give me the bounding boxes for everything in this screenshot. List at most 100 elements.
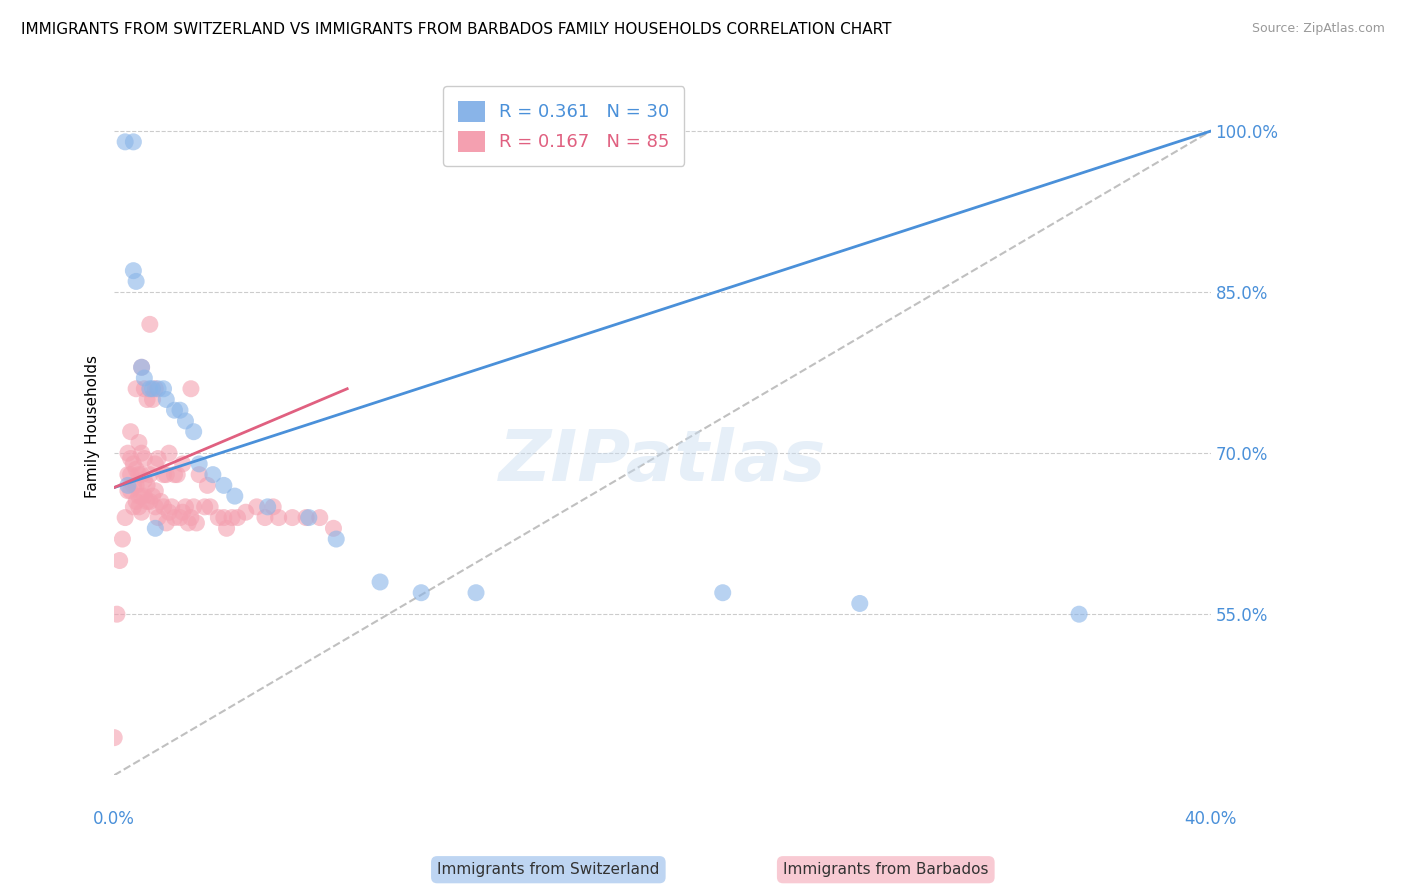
Point: [180, 510, 202, 524]
Point: [368, 574, 391, 589]
Point: [186, 516, 208, 530]
Point: [711, 585, 734, 599]
Point: [134, 451, 156, 466]
Legend: R = 0.361   N = 30, R = 0.167   N = 85: R = 0.361 N = 30, R = 0.167 N = 85: [443, 87, 685, 166]
Text: 0.0%: 0.0%: [93, 810, 135, 828]
Point: [152, 382, 174, 396]
Point: [325, 532, 347, 546]
Point: [125, 382, 148, 396]
Point: [146, 451, 169, 466]
Point: [122, 500, 145, 514]
Point: [134, 382, 156, 396]
Point: [160, 500, 183, 514]
Point: [197, 478, 219, 492]
Point: [169, 510, 191, 524]
Point: [134, 489, 156, 503]
Point: [142, 392, 165, 407]
Point: [136, 392, 159, 407]
Y-axis label: Family Households: Family Households: [86, 355, 100, 498]
Text: Immigrants from Switzerland: Immigrants from Switzerland: [437, 863, 659, 877]
Point: [131, 360, 153, 375]
Point: [131, 505, 153, 519]
Point: [174, 500, 197, 514]
Point: [117, 478, 139, 492]
Point: [155, 467, 177, 482]
Point: [128, 435, 150, 450]
Point: [246, 500, 269, 514]
Point: [122, 263, 145, 277]
Point: [183, 500, 205, 514]
Point: [172, 457, 194, 471]
Point: [143, 521, 166, 535]
Point: [262, 500, 284, 514]
Point: [207, 510, 229, 524]
Point: [120, 425, 142, 439]
Point: [183, 425, 205, 439]
Point: [114, 135, 136, 149]
Point: [295, 510, 318, 524]
Point: [177, 516, 200, 530]
Point: [235, 505, 257, 519]
Point: [143, 483, 166, 498]
Text: Source: ZipAtlas.com: Source: ZipAtlas.com: [1251, 22, 1385, 36]
Point: [128, 500, 150, 514]
Point: [139, 382, 162, 396]
Point: [105, 607, 128, 622]
Point: [188, 467, 211, 482]
Point: [142, 489, 165, 503]
Point: [125, 494, 148, 508]
Point: [157, 446, 180, 460]
Point: [134, 473, 156, 487]
Point: [139, 467, 162, 482]
Point: [103, 731, 125, 745]
Point: [322, 521, 344, 535]
Point: [155, 392, 177, 407]
Point: [128, 467, 150, 482]
Point: [149, 494, 172, 508]
Point: [157, 505, 180, 519]
Point: [198, 500, 221, 514]
Point: [174, 414, 197, 428]
Point: [194, 500, 217, 514]
Point: [224, 489, 246, 503]
Point: [146, 382, 169, 396]
Point: [125, 478, 148, 492]
Point: [128, 489, 150, 503]
Point: [108, 553, 131, 567]
Point: [166, 467, 188, 482]
Point: [1067, 607, 1090, 622]
Point: [122, 135, 145, 149]
Point: [152, 467, 174, 482]
Point: [136, 478, 159, 492]
Point: [308, 510, 330, 524]
Text: IMMIGRANTS FROM SWITZERLAND VS IMMIGRANTS FROM BARBADOS FAMILY HOUSEHOLDS CORREL: IMMIGRANTS FROM SWITZERLAND VS IMMIGRANT…: [21, 22, 891, 37]
Point: [465, 585, 488, 599]
Point: [131, 446, 153, 460]
Point: [163, 510, 186, 524]
Point: [849, 597, 872, 611]
Point: [221, 510, 243, 524]
Point: [256, 500, 278, 514]
Point: [139, 318, 162, 332]
Point: [267, 510, 290, 524]
Text: ZIPatlas: ZIPatlas: [499, 426, 827, 496]
Point: [120, 467, 142, 482]
Point: [411, 585, 433, 599]
Point: [139, 494, 162, 508]
Point: [212, 478, 235, 492]
Point: [120, 451, 142, 466]
Point: [117, 446, 139, 460]
Point: [298, 510, 321, 524]
Point: [143, 457, 166, 471]
Point: [111, 532, 134, 546]
Point: [131, 489, 153, 503]
Text: 40.0%: 40.0%: [1184, 810, 1237, 828]
Point: [1295, 236, 1317, 251]
Point: [143, 382, 166, 396]
Point: [125, 462, 148, 476]
Point: [131, 360, 153, 375]
Point: [155, 516, 177, 530]
Point: [146, 510, 169, 524]
Point: [114, 510, 136, 524]
Point: [172, 505, 194, 519]
